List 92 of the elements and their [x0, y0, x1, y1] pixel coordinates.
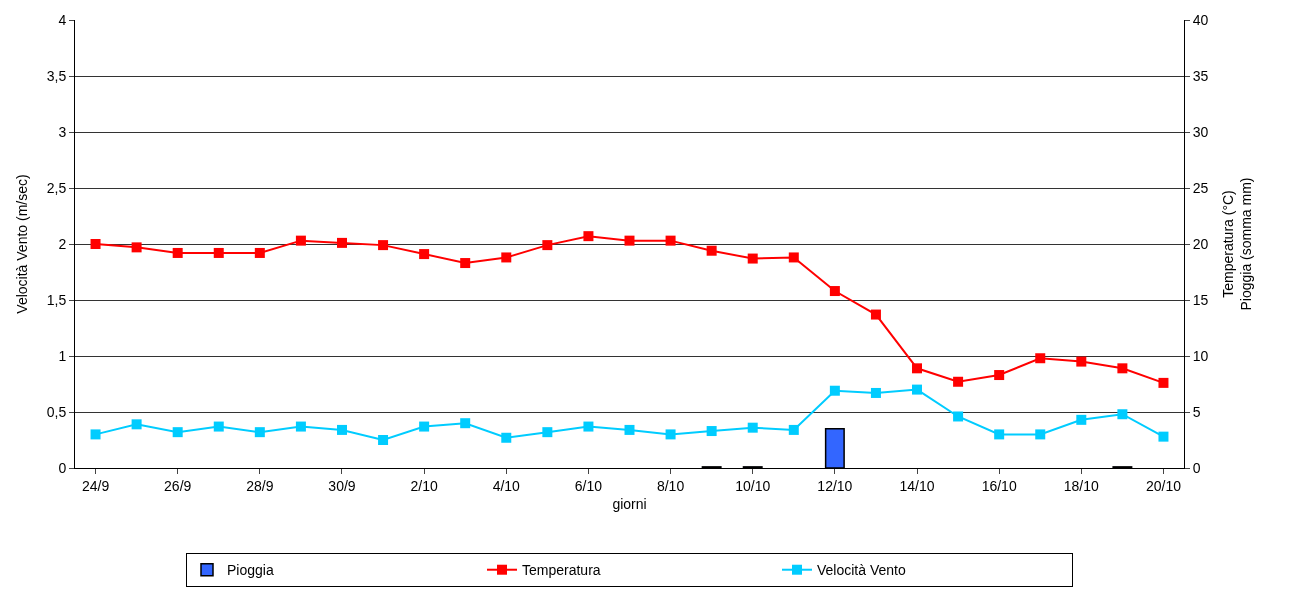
point [1035, 353, 1046, 364]
y2-tick-label: 30 [1192, 123, 1209, 140]
x-tick-label: 30/9 [328, 477, 356, 494]
point [953, 411, 964, 422]
point [706, 245, 717, 256]
point [131, 242, 142, 253]
y-tick-label: 1 [58, 347, 67, 364]
y2-tick-label: 10 [1192, 347, 1209, 364]
x-tick-label: 26/9 [164, 477, 192, 494]
point [788, 424, 799, 435]
point [953, 376, 964, 387]
point [624, 424, 635, 435]
y-axis-title: Velocità Vento (m/sec) [14, 174, 31, 314]
y-tick-label: 0,5 [46, 403, 67, 420]
point [90, 429, 101, 440]
point [1158, 377, 1169, 388]
point [1076, 356, 1087, 367]
point [583, 421, 594, 432]
x-tick-label: 10/10 [735, 477, 771, 494]
y-tick-label: 3 [58, 123, 67, 140]
y-tick-label: 2,5 [46, 179, 67, 196]
point [1117, 363, 1128, 374]
point [994, 429, 1005, 440]
point [460, 258, 471, 269]
point [665, 235, 676, 246]
y2-tick-label: 40 [1192, 11, 1209, 28]
point [912, 384, 923, 395]
point [747, 422, 758, 433]
y2-tick-label: 20 [1192, 235, 1209, 252]
y-tick-label: 4 [58, 11, 67, 28]
y2-axis-title: Temperatura (°C) Pioggia (somma mm) [1219, 177, 1255, 311]
x-tick-label: 14/10 [899, 477, 935, 494]
point [542, 427, 553, 438]
x-tick-label: 18/10 [1063, 477, 1100, 494]
point [501, 432, 512, 443]
y-tick-label: 1,5 [46, 291, 67, 308]
point [829, 385, 840, 396]
point [624, 235, 635, 246]
legend-label: Pioggia [227, 562, 274, 579]
point [788, 252, 799, 263]
y2-tick-label: 0 [1192, 459, 1201, 476]
point [336, 424, 347, 435]
y2-tick-label: 5 [1192, 403, 1201, 420]
x-tick-label: 12/10 [817, 477, 853, 494]
x-tick-label: 2/10 [410, 477, 438, 494]
point [254, 427, 265, 438]
point [172, 247, 183, 258]
point [912, 363, 923, 374]
point [90, 239, 101, 249]
point [378, 240, 389, 251]
point [501, 252, 512, 263]
point [1035, 429, 1046, 440]
x-tick-label: 6/10 [574, 477, 603, 494]
x-tick-label: 20/10 [1145, 477, 1182, 494]
x-axis-title: giorni [612, 496, 647, 513]
point [213, 421, 224, 432]
y-tick-label: 0 [58, 459, 67, 476]
point [419, 249, 430, 260]
x-tick-label: 24/9 [81, 477, 110, 494]
point [706, 426, 717, 437]
point [870, 309, 881, 320]
point [1158, 431, 1169, 442]
y-tick-label: 2 [58, 235, 67, 252]
point [295, 235, 306, 246]
point [870, 387, 881, 398]
point [1117, 409, 1128, 420]
point [460, 418, 471, 429]
point [336, 237, 347, 248]
x-tick-label: 16/10 [981, 477, 1017, 494]
y2-tick-label: 35 [1192, 67, 1209, 84]
point [131, 419, 142, 430]
point [213, 247, 224, 258]
point [994, 370, 1005, 381]
point [829, 286, 840, 297]
x-tick-label: 8/10 [656, 477, 685, 494]
y2-tick-label: 15 [1192, 291, 1209, 308]
point [254, 247, 265, 258]
point [419, 421, 430, 432]
point [542, 240, 553, 251]
point [295, 421, 306, 432]
legend-label: Velocità Vento [817, 562, 906, 579]
point [583, 231, 594, 242]
point [747, 253, 758, 264]
x-tick-label: 4/10 [492, 477, 521, 494]
point [378, 435, 389, 445]
x-tick-label: 28/9 [246, 477, 274, 494]
legend-label: Temperatura [522, 562, 601, 579]
point [172, 427, 183, 438]
y-tick-label: 3,5 [46, 67, 67, 84]
point [665, 429, 676, 440]
point [1076, 414, 1087, 425]
y2-tick-label: 25 [1192, 179, 1209, 196]
